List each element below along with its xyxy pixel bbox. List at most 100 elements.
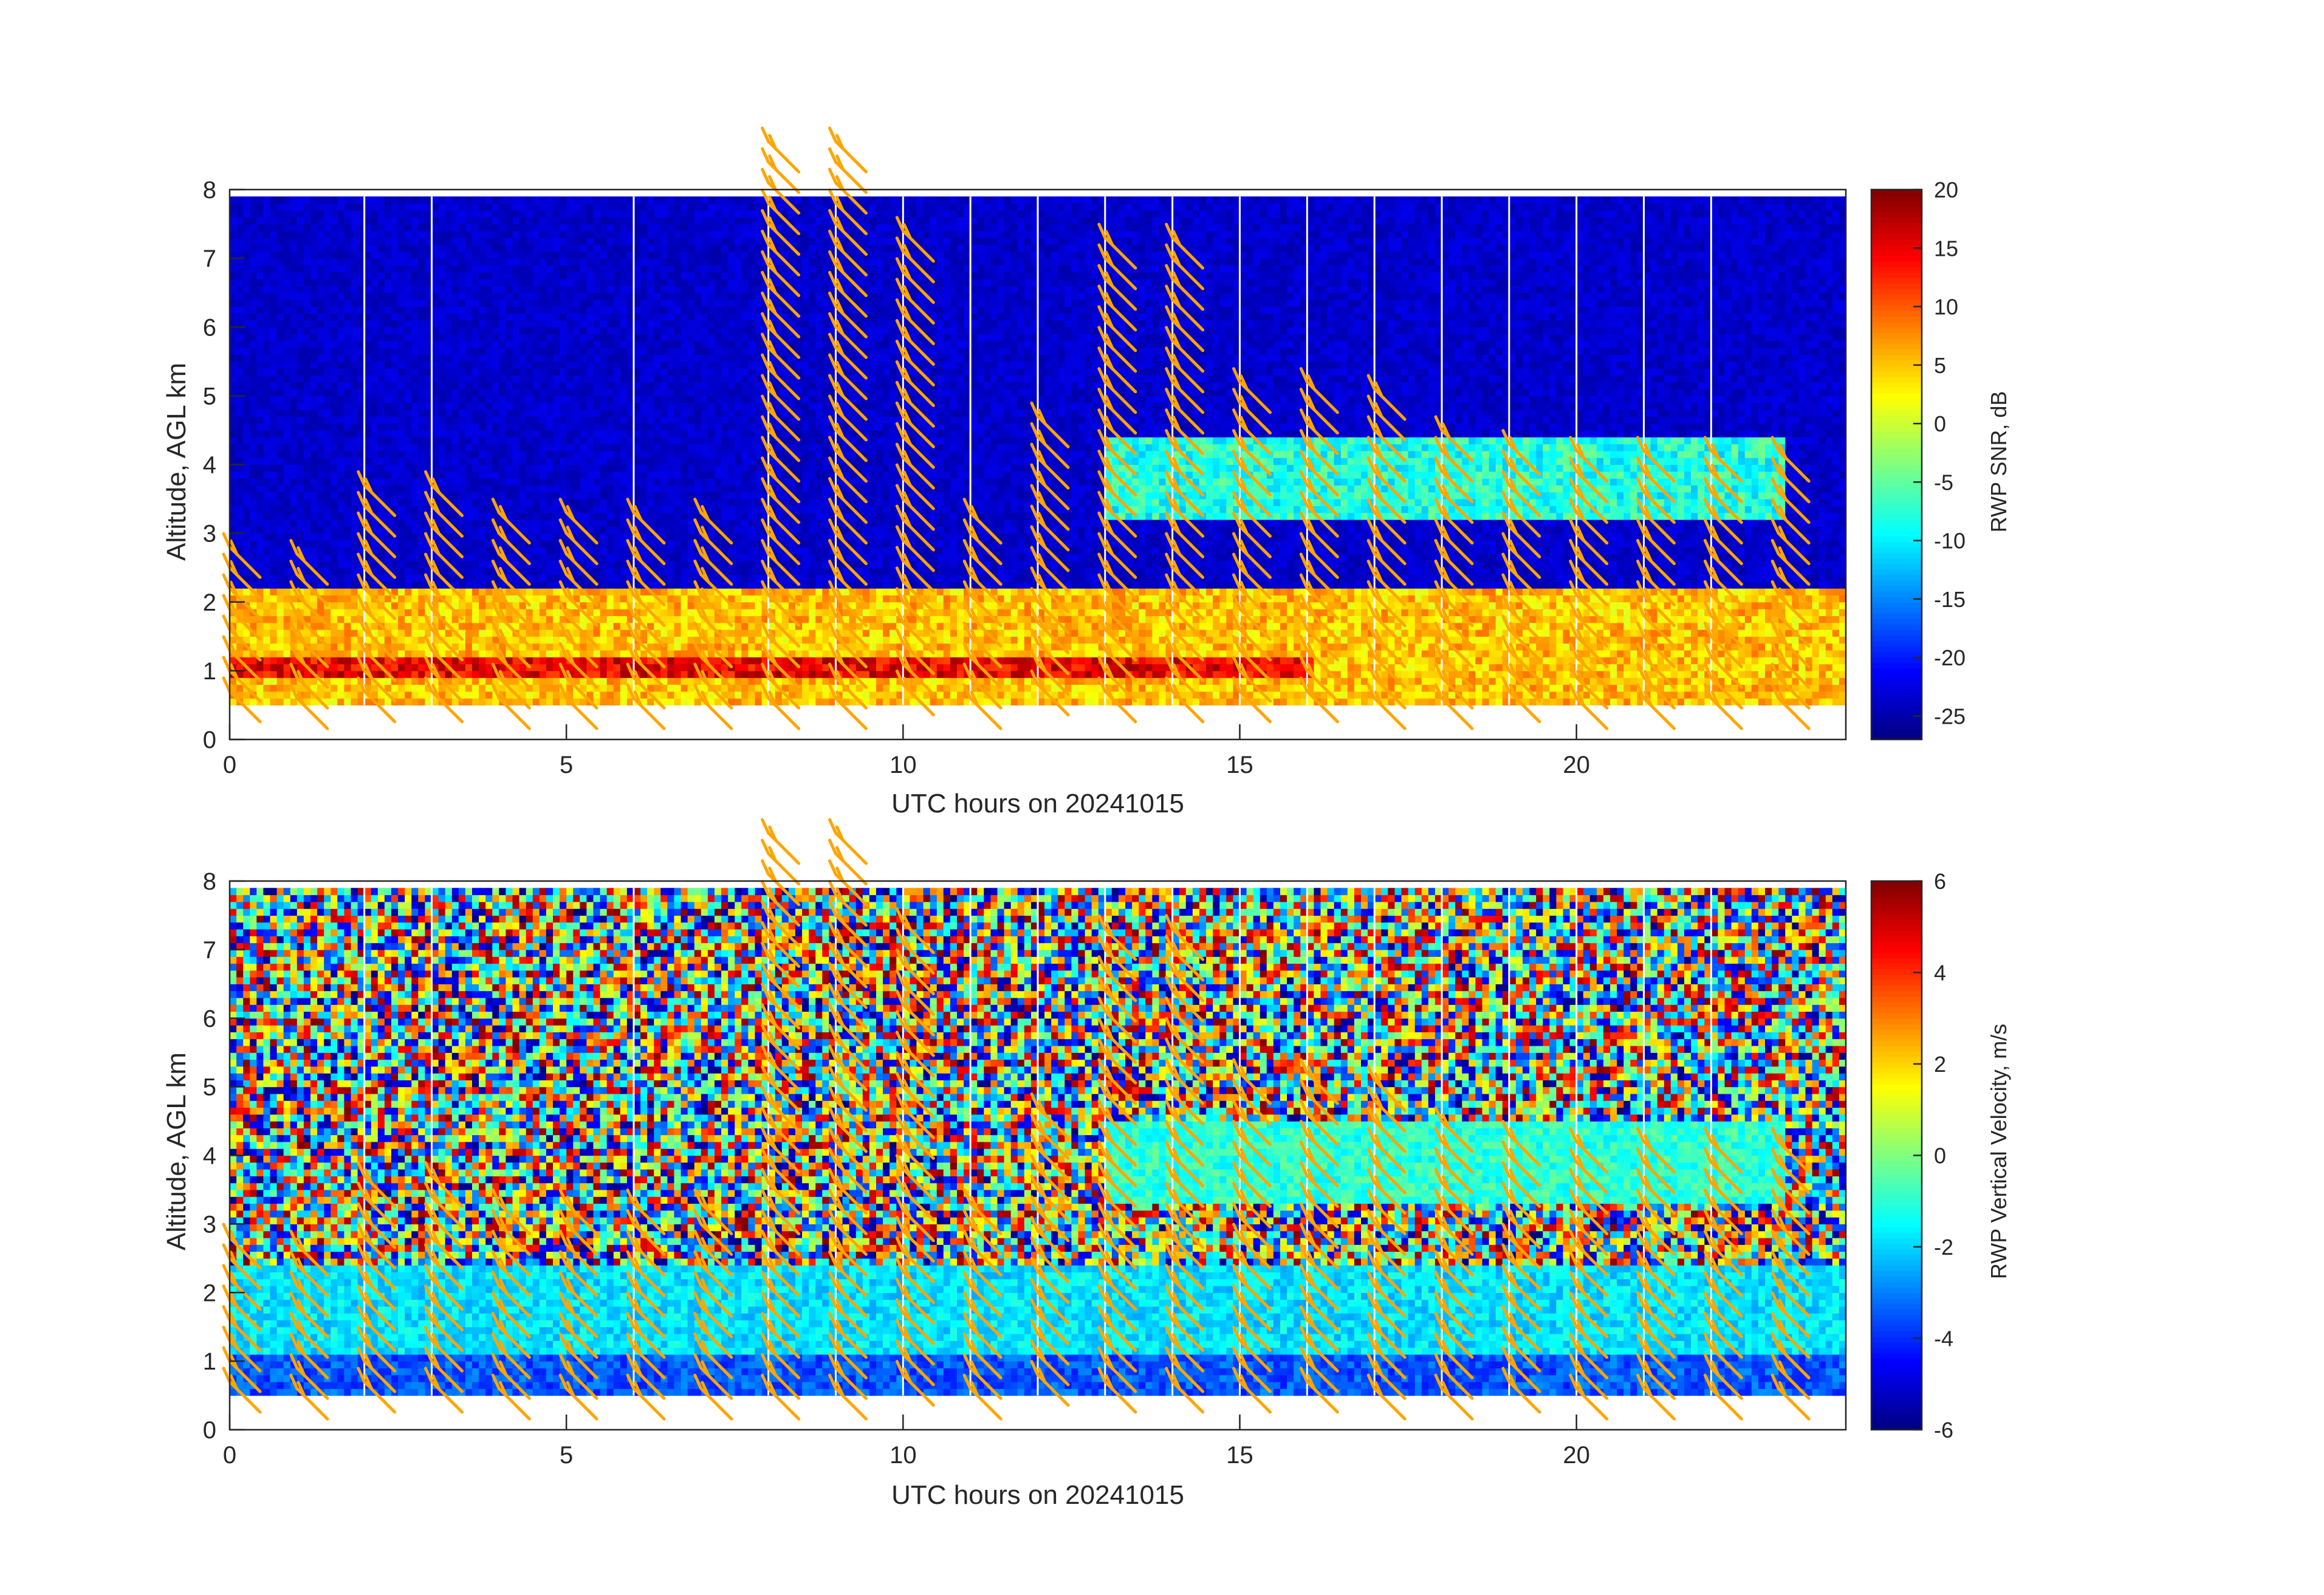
heatmap-cell	[411, 575, 419, 582]
heatmap-cell	[506, 231, 513, 238]
heatmap-cell	[465, 561, 473, 568]
heatmap-cell	[566, 382, 574, 389]
heatmap-cell	[297, 238, 304, 245]
heatmap-cell	[411, 485, 419, 492]
heatmap-cell	[499, 327, 506, 334]
heatmap-cell	[310, 465, 318, 472]
heatmap-cell	[513, 258, 520, 266]
heatmap-cell	[337, 616, 344, 623]
heatmap-cell	[445, 327, 453, 334]
heatmap-cell	[331, 245, 338, 252]
heatmap-cell	[594, 396, 601, 403]
heatmap-cell	[243, 485, 250, 492]
heatmap-cell	[533, 403, 540, 410]
heatmap-cell	[317, 396, 324, 403]
heatmap-cell	[439, 375, 446, 382]
heatmap-cell	[236, 245, 244, 252]
heatmap-cell	[277, 416, 284, 424]
heatmap-cell	[519, 265, 527, 272]
heatmap-cell	[263, 245, 270, 252]
heatmap-cell	[586, 520, 594, 527]
heatmap-cell	[230, 506, 237, 513]
heatmap-cell	[566, 403, 574, 410]
heatmap-cell	[263, 636, 270, 643]
heatmap-cell	[499, 217, 506, 224]
heatmap-cell	[317, 300, 324, 307]
heatmap-cell	[411, 403, 419, 410]
heatmap-cell	[566, 272, 574, 280]
heatmap-cell	[405, 629, 412, 637]
heatmap-cell	[411, 478, 419, 485]
heatmap-cell	[256, 492, 264, 499]
heatmap-cell	[499, 258, 506, 266]
heatmap-cell	[290, 279, 298, 286]
heatmap-cell	[607, 547, 614, 554]
heatmap-cell	[513, 327, 520, 334]
heatmap-cell	[337, 636, 344, 643]
heatmap-cell	[236, 306, 244, 314]
heatmap-cell	[385, 451, 392, 458]
heatmap-cell	[277, 444, 284, 451]
heatmap-cell	[540, 513, 547, 520]
heatmap-cell	[290, 204, 298, 211]
heatmap-cell	[586, 472, 594, 479]
heatmap-cell	[586, 403, 594, 410]
heatmap-cell	[351, 581, 358, 589]
heatmap-cell	[230, 485, 237, 492]
heatmap-cell	[485, 286, 493, 293]
heatmap-cell	[284, 327, 291, 334]
heatmap-cell	[317, 238, 324, 245]
heatmap-cell	[519, 664, 527, 671]
heatmap-cell	[445, 258, 453, 266]
heatmap-cell	[499, 252, 506, 259]
heatmap-cell	[445, 355, 453, 362]
heatmap-cell	[553, 636, 560, 643]
heatmap-cell	[385, 375, 392, 382]
heatmap-cell	[344, 623, 351, 630]
heatmap-cell	[586, 362, 594, 369]
heatmap-cell	[472, 224, 479, 232]
heatmap-cell	[385, 252, 392, 259]
heatmap-cell	[365, 293, 372, 300]
heatmap-cell	[250, 368, 257, 376]
heatmap-cell	[513, 424, 520, 431]
heatmap-cell	[472, 533, 479, 541]
heatmap-cell	[519, 224, 527, 232]
heatmap-cell	[317, 416, 324, 424]
heatmap-cell	[365, 334, 372, 341]
heatmap-cell	[391, 272, 399, 280]
heatmap-cell	[533, 293, 540, 300]
heatmap-cell	[573, 286, 580, 293]
heatmap-cell	[560, 410, 567, 417]
heatmap-cell	[378, 293, 385, 300]
heatmap-cell	[445, 609, 453, 616]
heatmap-cell	[492, 485, 499, 492]
heatmap-cell	[270, 217, 278, 224]
heatmap-cell	[331, 472, 338, 479]
heatmap-cell	[607, 403, 614, 410]
heatmap-cell	[452, 424, 459, 431]
heatmap-cell	[418, 595, 425, 602]
heatmap-cell	[398, 513, 405, 520]
heatmap-cell	[459, 286, 466, 293]
heatmap-cell	[432, 245, 439, 252]
heatmap-cell	[594, 210, 601, 218]
heatmap-cell	[533, 430, 540, 437]
heatmap-cell	[344, 664, 351, 671]
heatmap-cell	[391, 286, 399, 293]
heatmap-cell	[297, 499, 304, 506]
heatmap-cell	[600, 698, 608, 705]
heatmap-cell	[586, 416, 594, 424]
heatmap-cell	[479, 609, 486, 616]
heatmap-cell	[506, 210, 513, 218]
heatmap-cell	[580, 451, 587, 458]
heatmap-cell	[337, 657, 344, 664]
heatmap-cell	[519, 430, 527, 437]
heatmap-cell	[405, 327, 412, 334]
heatmap-cell	[230, 279, 237, 286]
heatmap-cell	[418, 403, 425, 410]
heatmap-cell	[614, 265, 621, 272]
heatmap-cell	[270, 629, 278, 637]
heatmap-cell	[256, 458, 264, 465]
heatmap-cell	[284, 485, 291, 492]
